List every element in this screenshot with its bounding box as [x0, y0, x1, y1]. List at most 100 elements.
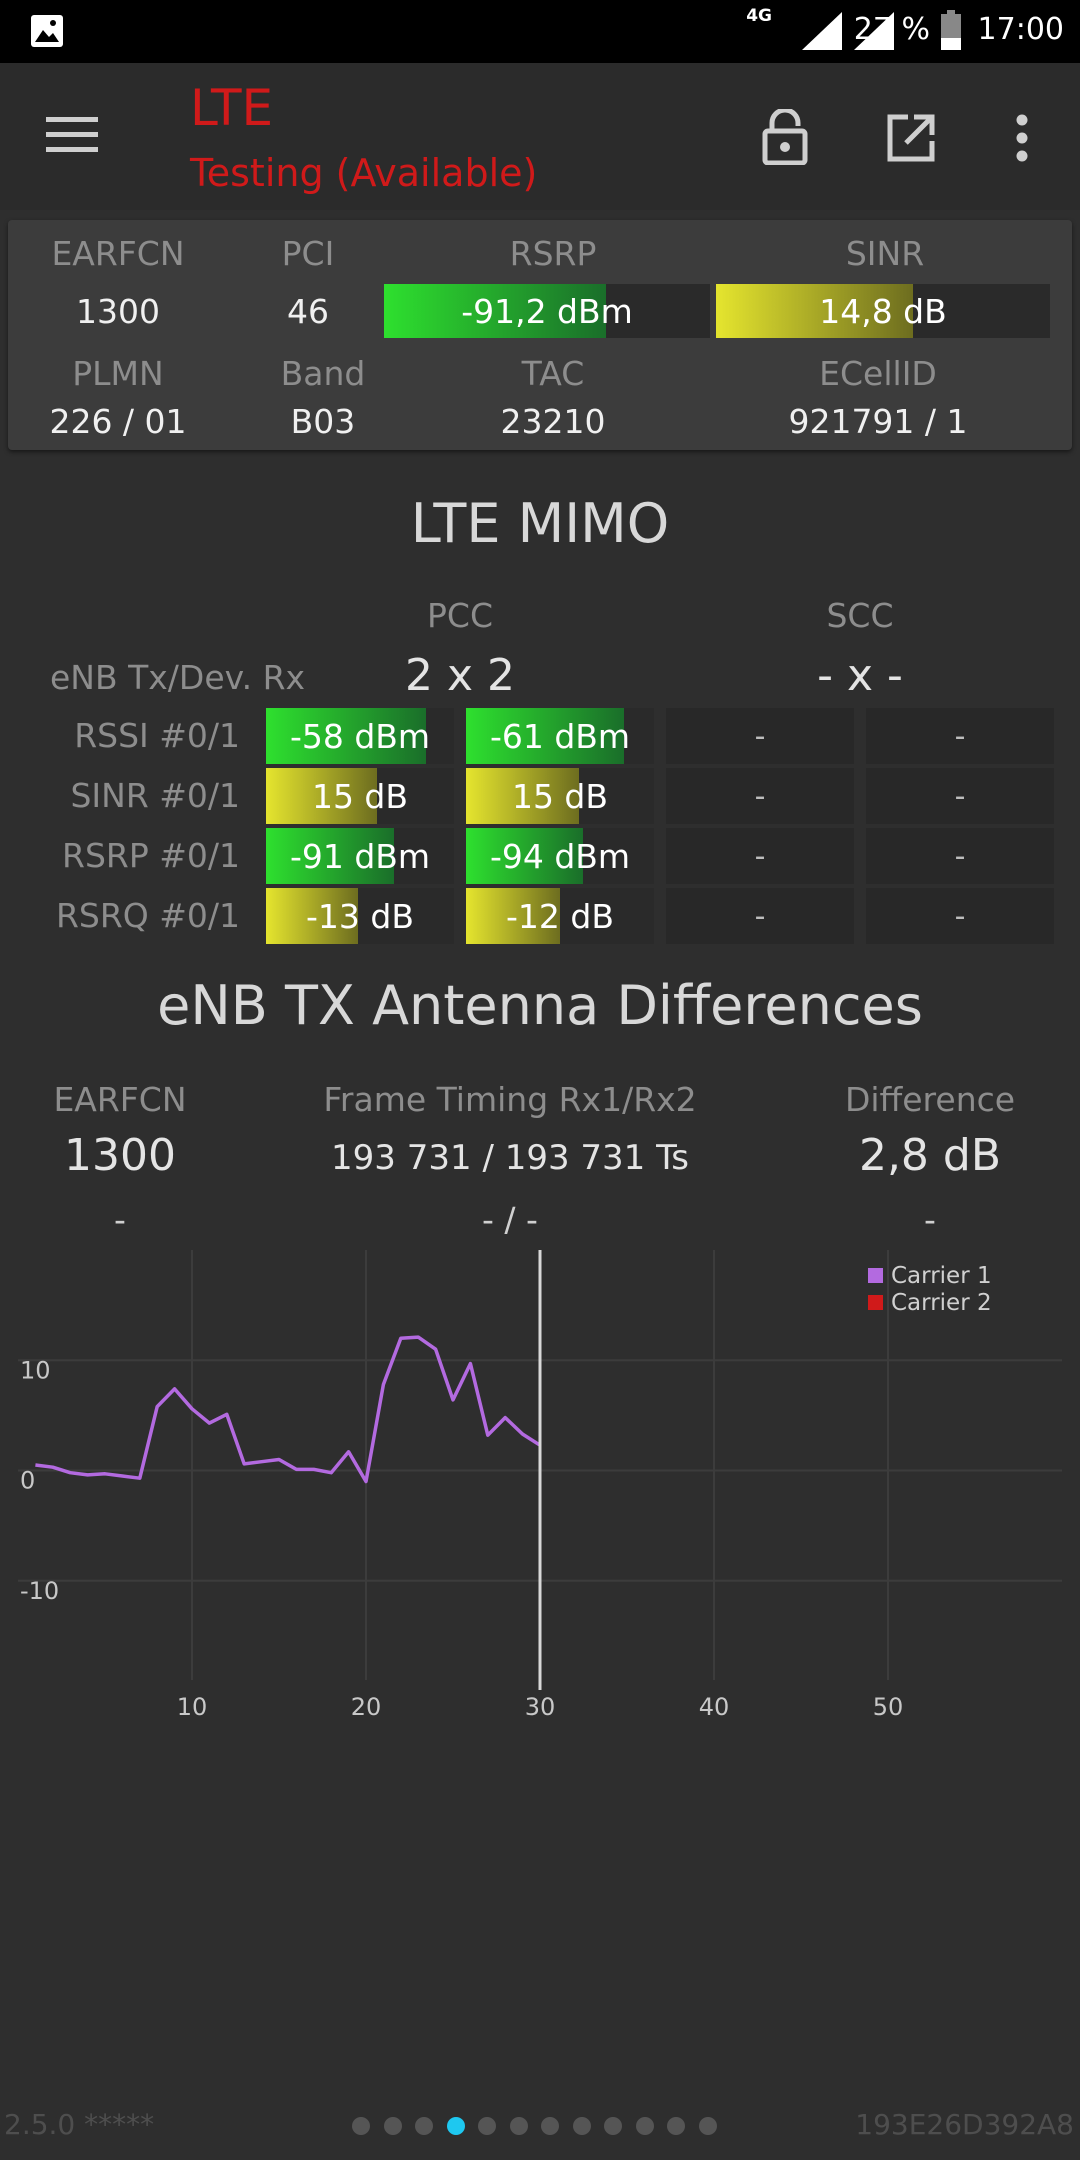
page-dot[interactable]: [667, 2117, 685, 2135]
earfcn-value: 1300: [76, 292, 160, 331]
rsrp-label: RSRP: [509, 234, 597, 273]
legend-swatch: [868, 1295, 883, 1310]
status-bar: 4G 27 % 17:00: [0, 0, 1080, 63]
mimo-scc-cell: -: [866, 888, 1054, 944]
ecellid-label: ECellID: [819, 354, 937, 393]
rsrp-value: -91,2 dBm: [461, 291, 633, 331]
antenna-earfcn-label: EARFCN: [53, 1080, 187, 1119]
y-tick-label: 10: [20, 1356, 51, 1384]
lock-open-icon[interactable]: [762, 109, 808, 165]
difference-value-2: -: [924, 1200, 936, 1239]
mimo-bar-value: -13 dB: [306, 896, 414, 936]
app-title: LTE: [190, 79, 274, 137]
version-label: 2.5.0 *****: [4, 2108, 155, 2141]
antenna-earfcn-value: 1300: [64, 1130, 176, 1181]
mimo-pcc-bar-1: 15 dB: [466, 768, 654, 824]
mimo-bar-fill: [466, 828, 583, 884]
mimo-bar-value: -58 dBm: [289, 716, 431, 756]
mimo-row-label: SINR #0/1: [70, 776, 240, 815]
frame-timing-value: 193 731 / 193 731 Ts: [331, 1138, 689, 1178]
mimo-scc-cell: -: [866, 708, 1054, 764]
sinr-value: 14,8 dB: [819, 291, 947, 331]
frame-timing-value-2: - / -: [482, 1200, 538, 1239]
rsrp-bar: -91,2 dBm: [384, 284, 710, 338]
page-dot[interactable]: [572, 2117, 591, 2135]
tac-value: 23210: [500, 402, 606, 441]
mimo-title: LTE MIMO: [410, 492, 670, 555]
page-dot[interactable]: [446, 2117, 465, 2135]
legend-label: Carrier 1: [891, 1263, 992, 1289]
mimo-bar-value: 15 dB: [511, 776, 609, 816]
mimo-bar-fill: [266, 888, 359, 944]
mimo-bar-fill: [266, 768, 377, 824]
ecellid-value: 921791 / 1: [788, 402, 968, 441]
mimo-pcc-bar-0: -58 dBm: [266, 708, 454, 764]
pcc-label: PCC: [427, 596, 493, 635]
mimo-bar-value: -94 dBm: [489, 836, 631, 876]
x-tick-label: 10: [177, 1693, 208, 1721]
mimo-row-label: RSRP #0/1: [62, 836, 240, 875]
antenna-title: eNB TX Antenna Differences: [157, 974, 923, 1037]
mimo-bar-fill: [266, 828, 394, 884]
open-external-icon[interactable]: [886, 113, 936, 163]
app-bar: LTE Testing (Available): [0, 63, 1080, 210]
mimo-bar-value: -12 dB: [506, 896, 614, 936]
page-dot[interactable]: [352, 2117, 370, 2135]
page-dot[interactable]: [698, 2117, 717, 2135]
mimo-pcc-bar-1: -12 dB: [466, 888, 654, 944]
mimo-pcc-bar-1: -61 dBm: [466, 708, 654, 764]
mimo-bar-value: -61 dBm: [489, 716, 631, 756]
battery-icon: [941, 10, 961, 50]
plmn-label: PLMN: [72, 354, 164, 393]
network-type-label: 4G: [746, 6, 772, 26]
mimo-scc-cell: -: [666, 888, 854, 944]
frame-timing-label: Frame Timing Rx1/Rx2: [323, 1080, 697, 1119]
signal-icon: [802, 12, 842, 50]
mimo-scc-cell: -: [866, 828, 1054, 884]
mimo-bar-value: -91 dBm: [289, 836, 431, 876]
page-dot[interactable]: [415, 2117, 433, 2135]
mimo-scc-cell: -: [866, 768, 1054, 824]
page-dot[interactable]: [541, 2117, 559, 2135]
mimo-bar-fill: [466, 768, 579, 824]
mimo-pcc-bar-0: -13 dB: [266, 888, 454, 944]
mimo-scc-cell: -: [666, 768, 854, 824]
x-tick-label: 20: [351, 1693, 382, 1721]
mimo-scc-cell: -: [666, 828, 854, 884]
mimo-pcc-bar-0: 15 dB: [266, 768, 454, 824]
difference-value: 2,8 dB: [858, 1130, 1002, 1181]
mimo-row-label: RSSI #0/1: [74, 716, 240, 755]
page-dot[interactable]: [383, 2117, 402, 2135]
mimo-bar-value: 15 dB: [311, 776, 409, 816]
carrier-1-line: [35, 1335, 541, 1484]
mimo-scc-cell: -: [666, 708, 854, 764]
page-dot[interactable]: [478, 2117, 496, 2135]
gallery-notification-icon: [31, 15, 63, 47]
signal-icon-2: [854, 12, 894, 50]
earfcn-label: EARFCN: [51, 234, 185, 273]
page-dot[interactable]: [509, 2117, 528, 2135]
x-tick-label: 30: [525, 1693, 556, 1721]
device-id-label: 193E26D392A8: [855, 2108, 1074, 2141]
band-label: Band: [280, 354, 366, 393]
y-tick-label: 0: [20, 1467, 35, 1495]
page-dot[interactable]: [635, 2117, 654, 2135]
legend-label: Carrier 2: [891, 1290, 992, 1316]
more-options-icon[interactable]: [1012, 113, 1032, 163]
x-tick-label: 40: [699, 1693, 730, 1721]
mimo-row-label: RSRQ #0/1: [55, 896, 240, 935]
mimo-pcc-bar-0: -91 dBm: [266, 828, 454, 884]
mimo-pcc-bar-1: -94 dBm: [466, 828, 654, 884]
app-subtitle: Testing (Available): [190, 151, 538, 195]
x-tick-label: 50: [873, 1693, 904, 1721]
page-dot[interactable]: [604, 2117, 622, 2135]
menu-icon[interactable]: [46, 115, 98, 155]
rsrp-bar-fill: [384, 284, 606, 338]
txrx-label: eNB Tx/Dev. Rx: [50, 658, 306, 697]
pci-label: PCI: [281, 234, 335, 273]
tac-label: TAC: [521, 354, 585, 393]
scc-txrx-value: - x -: [817, 650, 903, 701]
antenna-earfcn-value-2: -: [114, 1200, 126, 1239]
battery-percent: 27 %: [853, 12, 930, 47]
